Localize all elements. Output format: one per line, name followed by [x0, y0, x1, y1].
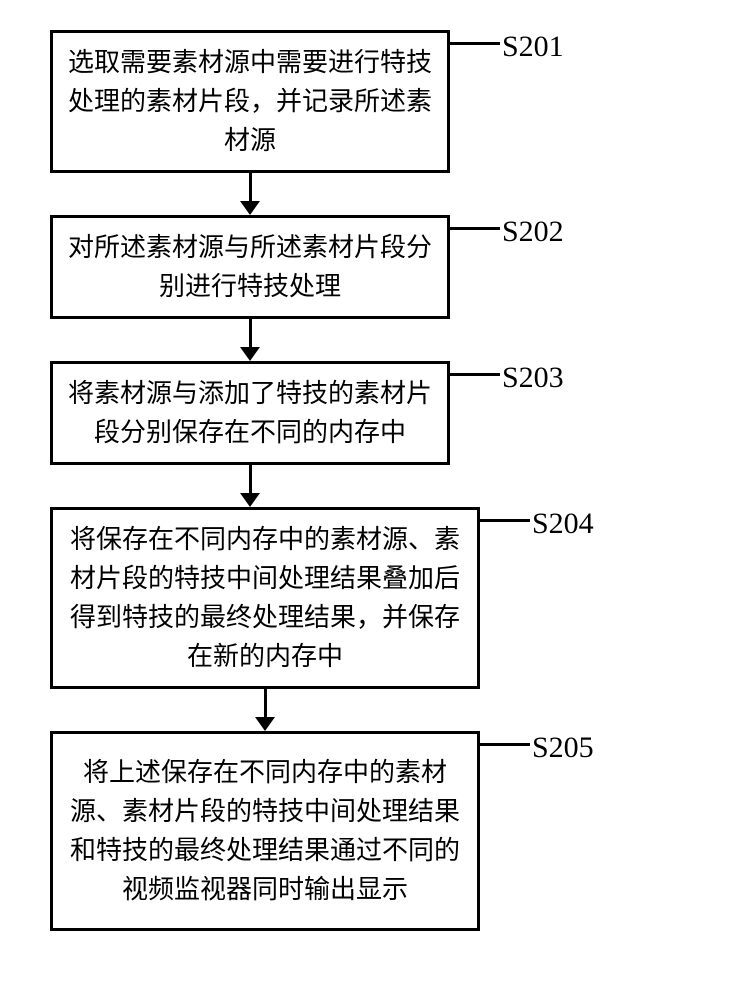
step-box-s204: 将保存在不同内存中的素材源、素材片段的特技中间处理结果叠加后得到特技的最终处理结…: [50, 507, 480, 689]
step-box-s203: 将素材源与添加了特技的素材片段分别保存在不同的内存中: [50, 361, 450, 465]
step-box-s201: 选取需要素材源中需要进行特技处理的素材片段，并记录所述素材源: [50, 30, 450, 173]
arrow: [50, 319, 450, 361]
step-row: 将保存在不同内存中的素材源、素材片段的特技中间处理结果叠加后得到特技的最终处理结…: [50, 507, 680, 689]
arrow-head-icon: [240, 493, 260, 507]
arrow-head-icon: [240, 201, 260, 215]
step-label: S202: [502, 215, 564, 249]
step-box-s205: 将上述保存在不同内存中的素材源、素材片段的特技中间处理结果和特技的最终处理结果通…: [50, 731, 480, 931]
step-label: S205: [532, 731, 594, 765]
step-row: 对所述素材源与所述素材片段分别进行特技处理 S202: [50, 215, 680, 319]
step-row: 将上述保存在不同内存中的素材源、素材片段的特技中间处理结果和特技的最终处理结果通…: [50, 731, 680, 931]
arrow-head-icon: [255, 717, 275, 731]
step-row: 选取需要素材源中需要进行特技处理的素材片段，并记录所述素材源 S201: [50, 30, 680, 173]
step-text: 对所述素材源与所述素材片段分别进行特技处理: [67, 228, 433, 306]
connector-line: [450, 42, 500, 45]
step-text: 选取需要素材源中需要进行特技处理的素材片段，并记录所述素材源: [67, 43, 433, 160]
step-label: S204: [532, 507, 594, 541]
step-row: 将素材源与添加了特技的素材片段分别保存在不同的内存中 S203: [50, 361, 680, 465]
connector-line: [480, 519, 530, 522]
arrow-head-icon: [240, 347, 260, 361]
connector-line: [480, 743, 530, 746]
connector-line: [450, 227, 500, 230]
step-box-s202: 对所述素材源与所述素材片段分别进行特技处理: [50, 215, 450, 319]
arrow: [50, 173, 450, 215]
connector-line: [450, 373, 500, 376]
arrow: [50, 689, 480, 731]
step-text: 将保存在不同内存中的素材源、素材片段的特技中间处理结果叠加后得到特技的最终处理结…: [67, 520, 463, 676]
step-label: S203: [502, 361, 564, 395]
flowchart-container: 选取需要素材源中需要进行特技处理的素材片段，并记录所述素材源 S201 对所述素…: [50, 30, 680, 931]
arrow: [50, 465, 450, 507]
step-text: 将素材源与添加了特技的素材片段分别保存在不同的内存中: [67, 374, 433, 452]
step-text: 将上述保存在不同内存中的素材源、素材片段的特技中间处理结果和特技的最终处理结果通…: [67, 753, 463, 909]
step-label: S201: [502, 30, 564, 64]
